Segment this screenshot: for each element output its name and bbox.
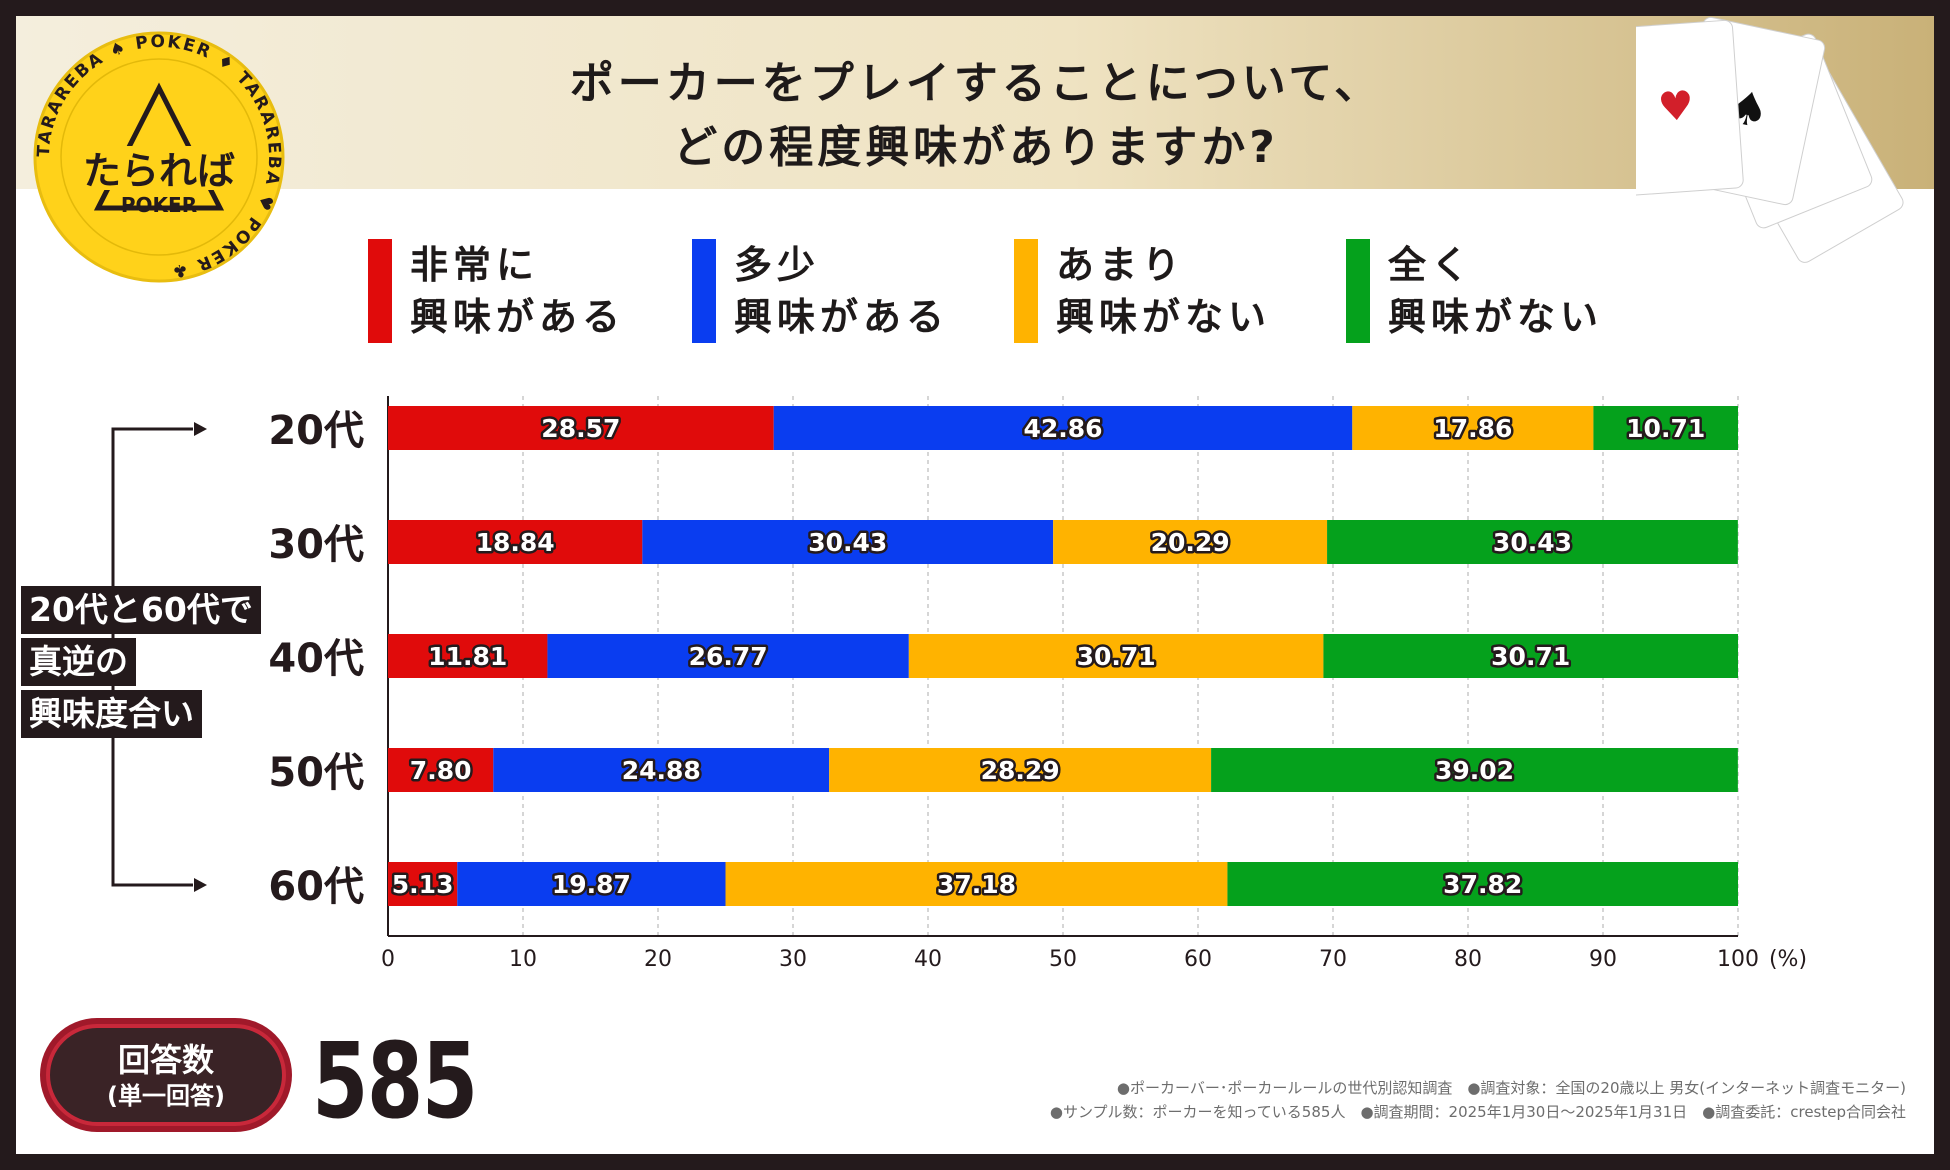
- data-label: 30.71: [1491, 642, 1570, 671]
- side-note-line-3: 興味度合い: [21, 690, 202, 738]
- data-label: 37.82: [1443, 870, 1522, 899]
- survey-notes: ●ポーカーバー･ポーカールールの世代別認知調査 ●調査対象：全国の20歳以上 男…: [946, 1076, 1906, 1124]
- data-label: 39.02: [1435, 756, 1514, 785]
- infographic-frame: ポーカーをプレイすることについて、 どの程度興味がありますか? TARAREBA…: [16, 16, 1934, 1154]
- legend-label: 全く 興味がない: [1388, 243, 1604, 339]
- bar-segment: [1053, 520, 1328, 564]
- data-label: 24.88: [622, 756, 701, 785]
- bar-segment: [1327, 520, 1738, 564]
- bar-segment: [493, 748, 830, 792]
- title-line-1: ポーカーをプレイすることについて、: [569, 58, 1383, 109]
- x-unit-label: (%): [1769, 947, 1807, 972]
- card-ace-heart: A ♥: [1636, 19, 1744, 197]
- header-band: [16, 16, 1934, 189]
- data-label: 17.86: [1433, 414, 1512, 443]
- bar-segment: [642, 520, 1054, 564]
- bar-segment: [388, 634, 548, 678]
- survey-note-line-1: ●ポーカーバー･ポーカールールの世代別認知調査 ●調査対象：全国の20歳以上 男…: [1116, 1079, 1906, 1097]
- category-label: 20代: [268, 408, 364, 454]
- category-label: 50代: [268, 750, 364, 796]
- bar-segment: [725, 862, 1228, 906]
- title-line-2: どの程度興味がありますか?: [673, 122, 1279, 173]
- legend-swatch: [1014, 239, 1038, 343]
- data-label: 30.43: [1493, 528, 1572, 557]
- bar-segment: [388, 862, 458, 906]
- legend-label: 多少 興味がある: [734, 243, 950, 339]
- data-label: 42.86: [1023, 414, 1102, 443]
- x-tick-label: 80: [1454, 947, 1482, 972]
- bar-segment: [773, 406, 1353, 450]
- data-label: 10.71: [1626, 414, 1705, 443]
- data-label: 26.77: [689, 642, 768, 671]
- side-note-line-2: 真逆の: [21, 638, 136, 686]
- bar-segment: [388, 520, 643, 564]
- legend-label: あまり 興味がない: [1056, 243, 1272, 339]
- bar-segment: [547, 634, 909, 678]
- legend-swatch: [368, 239, 392, 343]
- bar-segment: [1352, 406, 1594, 450]
- chart-title: ポーカーをプレイすることについて、 どの程度興味がありますか?: [376, 52, 1576, 180]
- svg-text:♥: ♥: [1656, 83, 1695, 131]
- bar-segment: [457, 862, 726, 906]
- bar-segment: [1323, 634, 1738, 678]
- legend-swatch: [1346, 239, 1370, 343]
- x-tick-label: 20: [644, 947, 672, 972]
- x-tick-label: 60: [1184, 947, 1212, 972]
- side-note-line-1: 20代と60代で: [21, 586, 261, 634]
- data-label: 7.80: [410, 756, 472, 785]
- x-tick-label: 100: [1717, 947, 1759, 972]
- data-label: 30.71: [1077, 642, 1156, 671]
- data-label: 28.57: [541, 414, 620, 443]
- category-label: 30代: [268, 522, 364, 568]
- logo-main-text: たられば: [83, 149, 235, 193]
- x-tick-label: 90: [1589, 947, 1617, 972]
- data-label: 20.29: [1151, 528, 1230, 557]
- logo-sub-text: POKER: [121, 193, 197, 217]
- response-count-badge: 回答数 (単一回答): [46, 1024, 286, 1126]
- x-tick-label: 10: [509, 947, 537, 972]
- x-tick-label: 70: [1319, 947, 1347, 972]
- bar-segment: [1211, 748, 1738, 792]
- data-label: 28.29: [981, 756, 1060, 785]
- category-label: 40代: [268, 636, 364, 682]
- bar-segment: [388, 406, 774, 450]
- stacked-bar-chart: 28.57 42.86 17.86 10.71 18.84 30.43 20.29 30.43…: [111, 396, 1807, 972]
- bar-segment: [908, 634, 1324, 678]
- survey-note-line-2: ●サンプル数：ポーカーを知っている585人 ●調査期間：2025年1月30日～2…: [1049, 1103, 1906, 1121]
- data-label: 37.18: [937, 870, 1016, 899]
- playing-cards-illustration: A ♦ A ♣ A ♠ A ♥: [1636, 16, 1904, 263]
- data-label: 30.43: [808, 528, 887, 557]
- legend-swatch: [692, 239, 716, 343]
- x-tick-label: 50: [1049, 947, 1077, 972]
- data-label: 5.13: [392, 870, 454, 899]
- response-count-value: 585: [312, 1020, 478, 1142]
- bar-segment: [1227, 862, 1738, 906]
- tarareba-poker-logo: TARAREBA ♠ POKER ♦ TARAREBA ♥ POKER ♣ たら…: [33, 31, 285, 283]
- bar-segment: [829, 748, 1212, 792]
- legend-label: 非常に 興味がある: [410, 243, 626, 339]
- category-label: 60代: [268, 864, 364, 910]
- bar-segment: [1593, 406, 1738, 450]
- data-label: 18.84: [476, 528, 555, 557]
- data-label: 19.87: [552, 870, 631, 899]
- response-count-sublabel: (単一回答): [107, 1082, 225, 1110]
- x-tick-label: 40: [914, 947, 942, 972]
- data-label: 11.81: [428, 642, 507, 671]
- response-count-label: 回答数: [117, 1041, 214, 1079]
- x-tick-label: 30: [779, 947, 807, 972]
- bar-segment: [388, 748, 494, 792]
- x-tick-label: 0: [381, 947, 395, 972]
